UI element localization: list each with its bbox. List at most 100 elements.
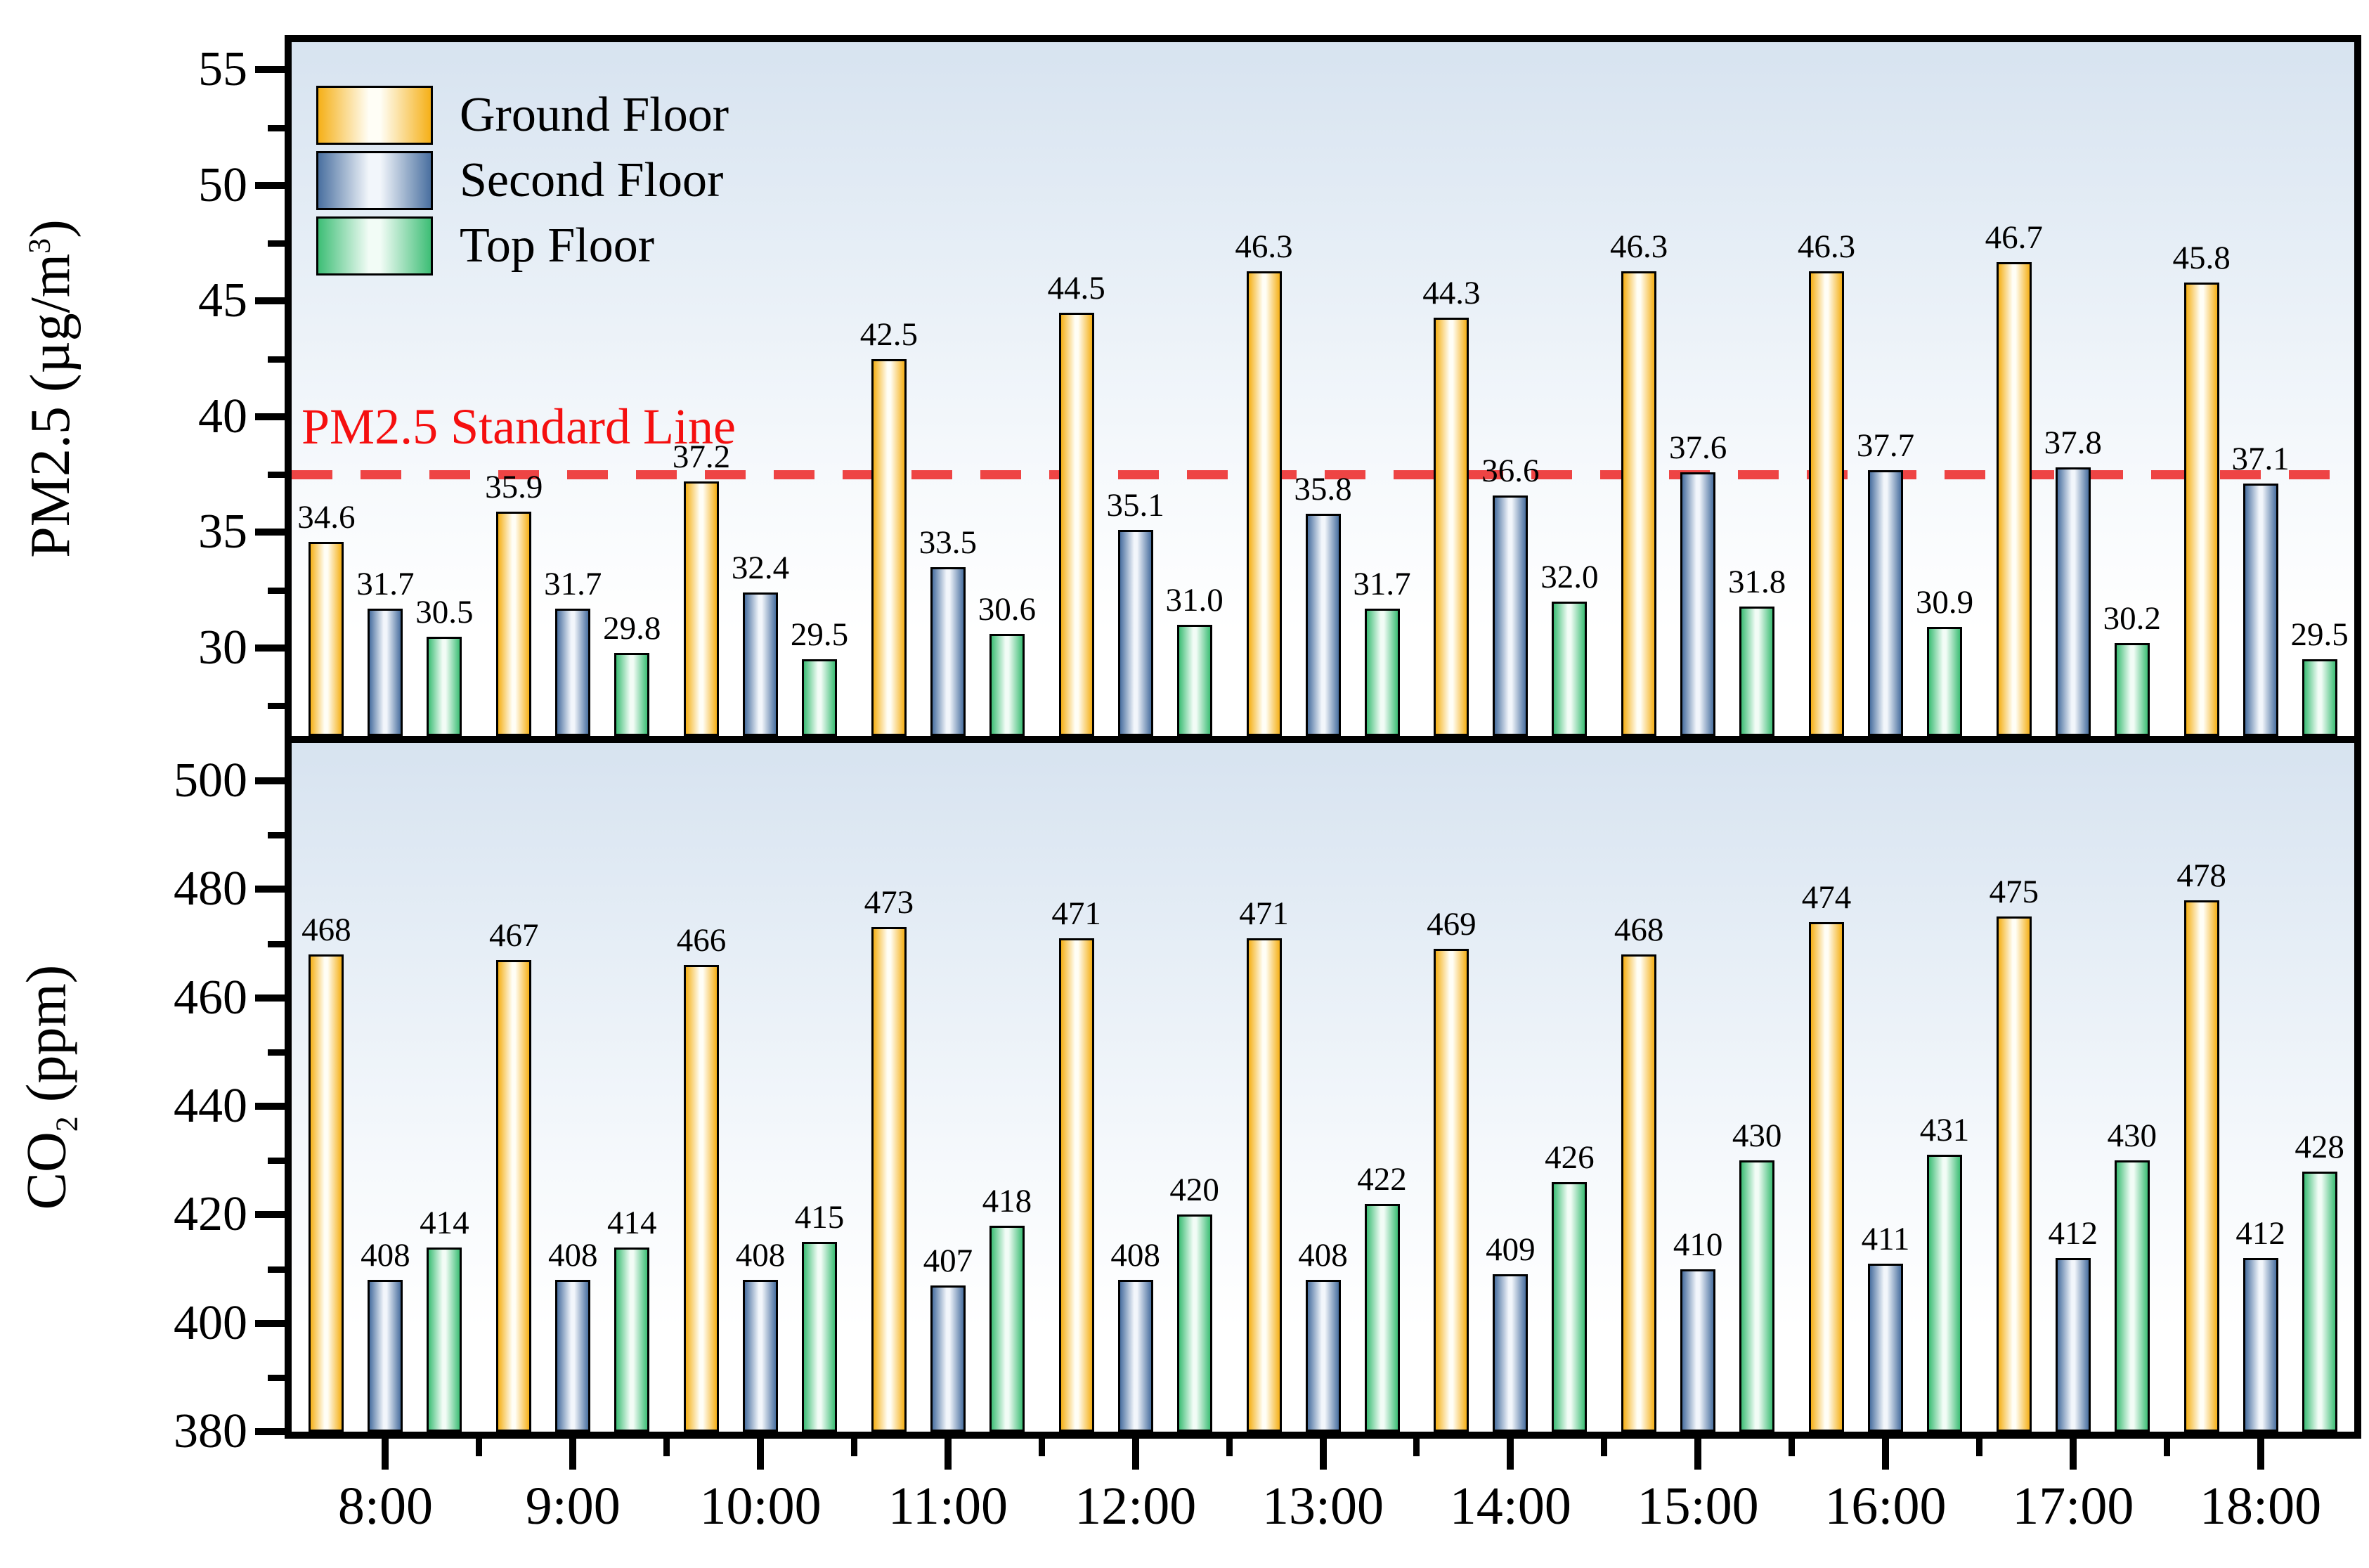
bar bbox=[1058, 938, 1094, 1432]
bar bbox=[496, 959, 532, 1432]
bar bbox=[1808, 921, 1844, 1432]
bar-value-label: 29.8 bbox=[603, 609, 661, 647]
x-tick-minor bbox=[1038, 1439, 1045, 1456]
x-tick-minor bbox=[850, 1439, 857, 1456]
x-tick-major bbox=[944, 1439, 952, 1470]
bar-value-label: 37.7 bbox=[1856, 427, 1915, 464]
bar-value-label: 468 bbox=[1614, 911, 1664, 948]
bar-value-label: 475 bbox=[1989, 873, 2039, 910]
x-tick-major bbox=[1694, 1439, 1702, 1470]
y-tick-label: 480 bbox=[174, 862, 247, 916]
x-category-label: 12:00 bbox=[1075, 1477, 1197, 1536]
bar-value-label: 412 bbox=[2235, 1215, 2285, 1252]
bar bbox=[2055, 467, 2091, 736]
bar-value-label: 44.5 bbox=[1047, 269, 1105, 306]
bar bbox=[496, 511, 532, 736]
bar-value-label: 31.7 bbox=[356, 566, 415, 603]
y-tick-major bbox=[255, 529, 285, 536]
x-tick-minor bbox=[1975, 1439, 1982, 1456]
legend-swatch-top-floor bbox=[316, 216, 433, 276]
bar bbox=[743, 1279, 779, 1432]
bar-value-label: 30.2 bbox=[2103, 600, 2161, 637]
y-tick-minor bbox=[268, 940, 285, 947]
bar-value-label: 414 bbox=[606, 1204, 657, 1241]
y-tick-label: 45 bbox=[198, 273, 247, 328]
bar-value-label: 35.1 bbox=[1106, 487, 1164, 524]
bar-value-label: 431 bbox=[1919, 1112, 1970, 1149]
bar-value-label: 471 bbox=[1051, 895, 1101, 932]
x-tick-major bbox=[1319, 1439, 1327, 1470]
bar bbox=[1117, 530, 1153, 736]
bar-value-label: 29.5 bbox=[2290, 616, 2349, 654]
y-tick-label: 55 bbox=[198, 42, 247, 97]
y-tick-major bbox=[255, 413, 285, 420]
bar bbox=[1867, 1263, 1903, 1432]
bar-value-label: 37.1 bbox=[2231, 441, 2290, 478]
bar-value-label: 467 bbox=[488, 916, 539, 954]
bar-value-label: 31.8 bbox=[1728, 563, 1786, 600]
bar bbox=[989, 1225, 1025, 1432]
y-tick-minor bbox=[268, 832, 285, 839]
y-tick-label: 35 bbox=[198, 505, 247, 559]
bar-value-label: 478 bbox=[2176, 857, 2226, 894]
bar-value-label: 420 bbox=[1169, 1172, 1219, 1209]
y-tick-major bbox=[255, 994, 285, 1002]
bar-value-label: 430 bbox=[1732, 1117, 1782, 1155]
x-tick-minor bbox=[663, 1439, 670, 1456]
legend-item-top-floor: Top Floor bbox=[316, 216, 654, 276]
bar-value-label: 36.6 bbox=[1481, 452, 1540, 489]
legend-swatch-ground-floor bbox=[316, 86, 433, 145]
x-tick-minor bbox=[1413, 1439, 1420, 1456]
bar-value-label: 414 bbox=[420, 1204, 469, 1241]
bar bbox=[555, 609, 591, 736]
bar-value-label: 418 bbox=[982, 1182, 1032, 1219]
bar-value-label: 408 bbox=[1110, 1236, 1160, 1274]
bar bbox=[1739, 606, 1775, 736]
bar-value-label: 31.7 bbox=[544, 566, 602, 603]
y-tick-major bbox=[255, 1319, 285, 1327]
bar bbox=[1996, 916, 2032, 1432]
bar bbox=[930, 1285, 966, 1432]
bar bbox=[1680, 472, 1716, 736]
bar-value-label: 408 bbox=[735, 1236, 786, 1274]
y-tick-major bbox=[255, 1103, 285, 1110]
bar bbox=[1246, 271, 1282, 736]
x-category-label: 9:00 bbox=[525, 1477, 621, 1536]
y-tick-major bbox=[255, 181, 285, 189]
y-axis-title-pm25: PM2.5 (µg/m3) bbox=[20, 219, 82, 558]
bar-value-label: 34.6 bbox=[297, 498, 356, 536]
bar-value-label: 46.7 bbox=[1985, 219, 2043, 256]
bar bbox=[2114, 643, 2150, 736]
bar-value-label: 44.3 bbox=[1422, 274, 1481, 311]
y-tick-label: 420 bbox=[174, 1187, 247, 1242]
bar bbox=[989, 634, 1025, 736]
bar-value-label: 31.0 bbox=[1165, 582, 1224, 619]
bar bbox=[427, 1247, 462, 1432]
bar-value-label: 33.5 bbox=[919, 524, 977, 561]
bar bbox=[1305, 1279, 1341, 1432]
y-tick-major bbox=[255, 777, 285, 785]
bar bbox=[1364, 609, 1400, 736]
y-tick-minor bbox=[268, 124, 285, 131]
x-tick-minor bbox=[1226, 1439, 1233, 1456]
bar bbox=[309, 541, 344, 736]
y-tick-minor bbox=[268, 472, 285, 479]
bar bbox=[2302, 659, 2337, 736]
bar-value-label: 31.7 bbox=[1353, 566, 1411, 603]
bar-value-label: 408 bbox=[361, 1236, 410, 1274]
x-tick-major bbox=[1131, 1439, 1139, 1470]
legend-label: Second Floor bbox=[460, 153, 724, 207]
y-tick-label: 440 bbox=[174, 1079, 247, 1133]
x-category-label: 16:00 bbox=[1824, 1477, 1947, 1536]
bar-value-label: 469 bbox=[1427, 906, 1476, 943]
bar-value-label: 30.5 bbox=[415, 593, 474, 630]
x-tick-major bbox=[2069, 1439, 2077, 1470]
bar bbox=[1176, 625, 1212, 736]
x-tick-major bbox=[382, 1439, 389, 1470]
bar bbox=[2302, 1171, 2337, 1432]
bar bbox=[743, 592, 779, 736]
bar-value-label: 408 bbox=[547, 1236, 598, 1274]
bar-value-label: 466 bbox=[676, 922, 727, 959]
bar bbox=[1552, 1182, 1588, 1432]
bar-value-label: 408 bbox=[1298, 1236, 1348, 1274]
